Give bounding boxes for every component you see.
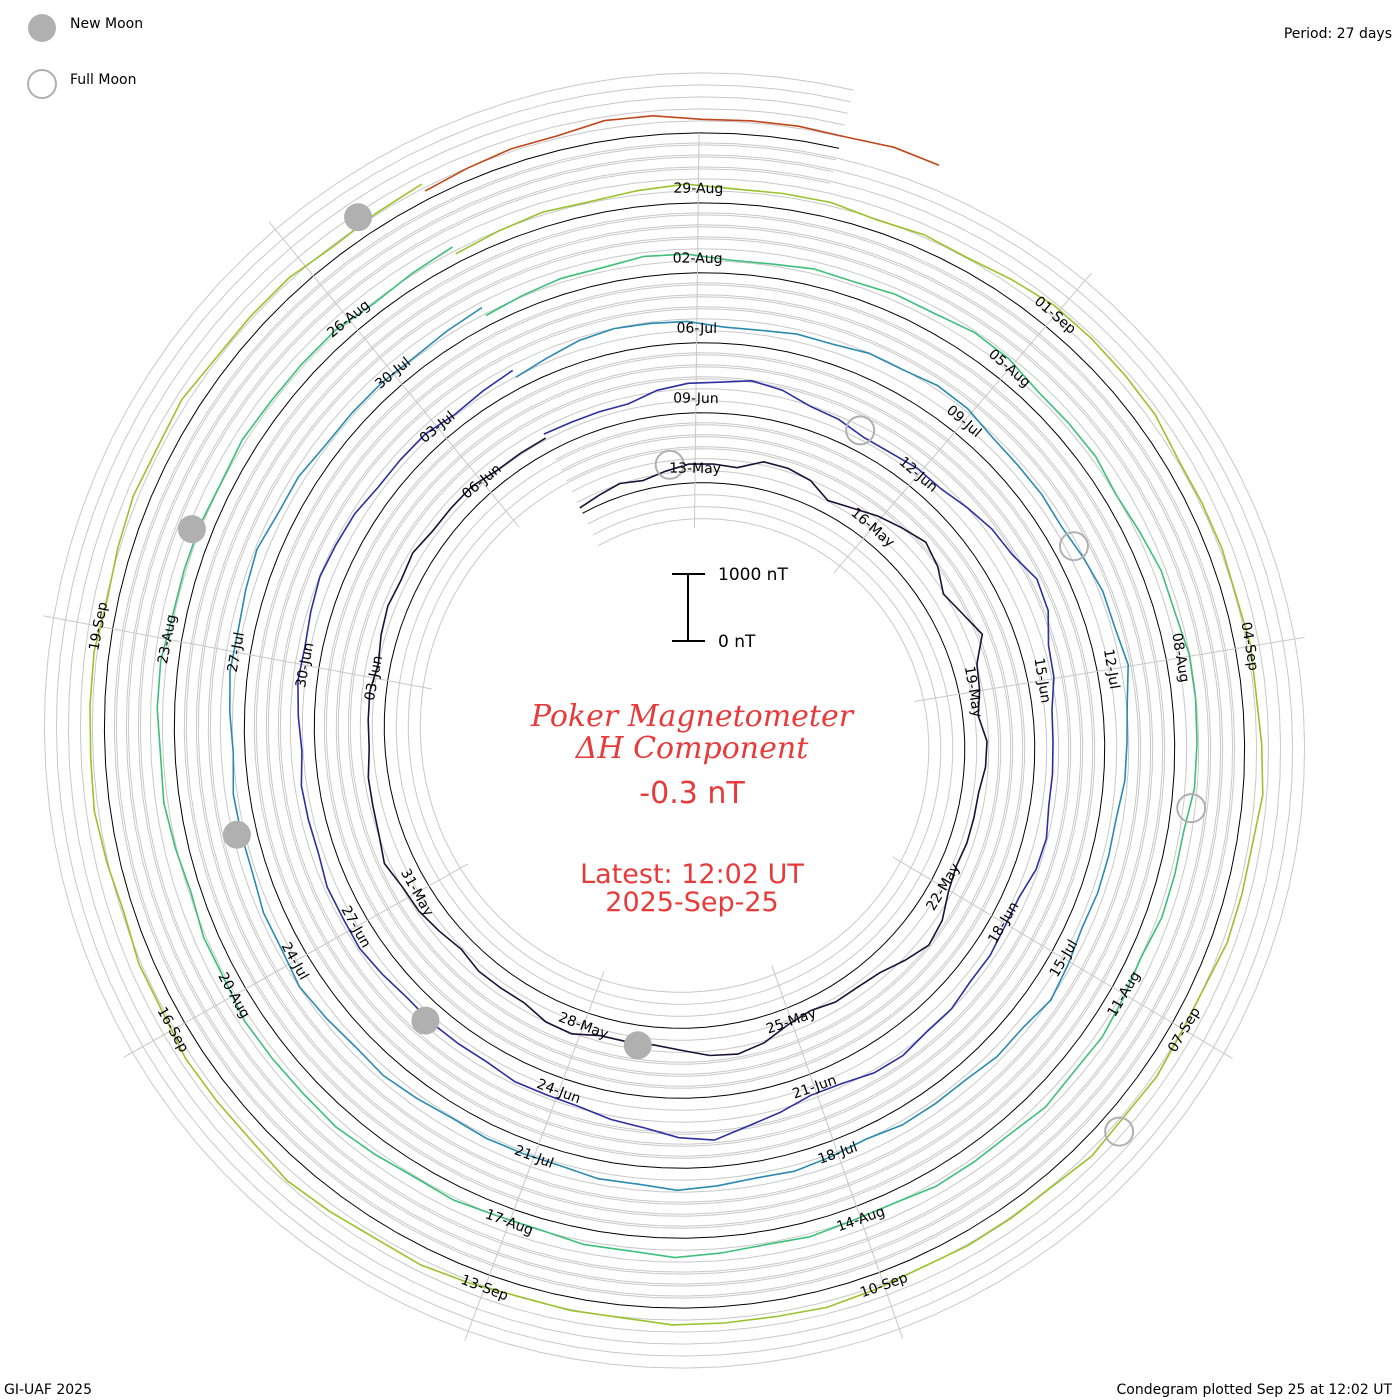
- period-label: Period: 27 days: [1284, 26, 1392, 42]
- date-label: 05-Aug: [985, 346, 1033, 391]
- data-series: [89, 114, 1264, 1326]
- new-moon-marker-4: [344, 203, 373, 232]
- date-label: 13-Sep: [459, 1272, 511, 1304]
- date-label: 11-Aug: [1105, 969, 1144, 1020]
- date-label: 02-Aug: [673, 250, 723, 267]
- full-moon-marker-3: [1176, 793, 1207, 824]
- full-moon-marker-2: [1058, 531, 1089, 562]
- series-cycle-1: [367, 437, 988, 1057]
- latest-time: Latest: 12:02 UT: [580, 859, 804, 890]
- scale-bar: 1000 nT 0 nT: [672, 565, 788, 652]
- spoke-0: [693, 132, 700, 528]
- date-label: 19-May: [961, 665, 985, 719]
- date-label: 22-May: [923, 861, 963, 914]
- chart-title: Poker Magnetometer: [530, 699, 855, 734]
- date-label: 08-Aug: [1168, 632, 1192, 684]
- latest-date: 2025-Sep-25: [605, 887, 778, 918]
- date-label: 27-Jul: [225, 631, 248, 674]
- date-label: 15-Jul: [1047, 937, 1081, 980]
- date-label: 15-Jun: [1030, 657, 1053, 705]
- date-label: 17-Aug: [483, 1206, 535, 1239]
- spoke-1: [833, 272, 1092, 573]
- date-label: 25-May: [764, 1005, 818, 1037]
- date-label: 29-Aug: [673, 181, 723, 198]
- new-moon-icon: [28, 14, 56, 42]
- series-cycle-4: [156, 246, 1198, 1259]
- series-cycle-6: [424, 114, 940, 192]
- series-cycle-5: [89, 183, 1264, 1326]
- full-moon-marker-0: [654, 449, 685, 480]
- full-moon-icon: [27, 69, 57, 99]
- footer-credit: GI-UAF 2025: [4, 1382, 92, 1398]
- date-label: 16-Sep: [153, 1005, 191, 1056]
- new-moon-marker-0: [623, 1031, 652, 1060]
- spoke-7: [43, 615, 433, 690]
- date-label: 16-May: [848, 505, 898, 551]
- date-label: 04-Sep: [1237, 621, 1261, 672]
- legend: New Moon Full Moon: [27, 14, 143, 99]
- spoke-4: [771, 965, 904, 1339]
- full-moon-marker-1: [845, 415, 876, 446]
- date-label: 07-Sep: [1165, 1005, 1204, 1056]
- date-label: 03-Jun: [362, 654, 386, 702]
- spoke-6: [123, 863, 469, 1058]
- date-label: 28-May: [556, 1010, 610, 1043]
- new-moon-marker-1: [411, 1006, 440, 1035]
- new-moon-marker-3: [177, 515, 206, 544]
- current-value: -0.3 nT: [639, 776, 745, 811]
- date-label: 26-Aug: [324, 297, 373, 341]
- full-moon-marker-4: [1104, 1116, 1135, 1147]
- date-label: 13-May: [669, 460, 721, 477]
- spoke-8: [268, 221, 520, 528]
- scale-top-label: 1000 nT: [718, 565, 788, 585]
- legend-new-moon-label: New Moon: [70, 16, 143, 32]
- new-moon-marker-2: [222, 820, 251, 849]
- chart-subtitle: ΔH Component: [575, 731, 809, 766]
- series-cycle-2: [297, 369, 1055, 1141]
- date-label: 06-Jul: [676, 321, 717, 337]
- date-label: 09-Jun: [673, 391, 719, 408]
- spoke-5: [464, 970, 605, 1341]
- footer-plotted: Condegram plotted Sep 25 at 12:02 UT: [1116, 1382, 1392, 1398]
- date-label: 30-Jun: [293, 641, 317, 689]
- date-label: 19-Sep: [86, 601, 111, 652]
- scale-bottom-label: 0 nT: [718, 632, 756, 652]
- legend-full-moon-label: Full Moon: [70, 72, 136, 88]
- moon-markers: [177, 203, 1207, 1147]
- date-label: 23-Aug: [155, 613, 180, 665]
- date-label: 06-Jun: [459, 461, 504, 502]
- series-cycle-3: [228, 306, 1130, 1192]
- date-label: 12-Jul: [1100, 648, 1122, 691]
- date-label: 01-Sep: [1031, 293, 1079, 337]
